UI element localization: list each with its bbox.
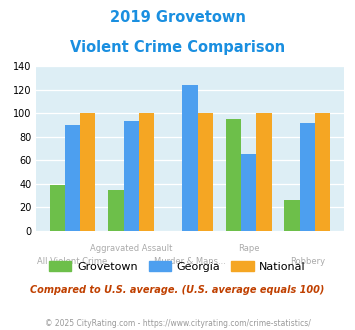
- Bar: [139, 113, 154, 231]
- Text: Robbery: Robbery: [290, 257, 325, 266]
- Bar: [50, 185, 65, 231]
- Text: © 2025 CityRating.com - https://www.cityrating.com/crime-statistics/: © 2025 CityRating.com - https://www.city…: [45, 319, 310, 328]
- Bar: [182, 85, 198, 231]
- Text: 2019 Grovetown: 2019 Grovetown: [110, 10, 245, 25]
- Bar: [315, 113, 330, 231]
- Bar: [80, 113, 95, 231]
- Text: Murder & Mans...: Murder & Mans...: [154, 257, 226, 266]
- Bar: [65, 125, 80, 231]
- Text: Violent Crime Comparison: Violent Crime Comparison: [70, 40, 285, 54]
- Bar: [300, 122, 315, 231]
- Bar: [256, 113, 272, 231]
- Bar: [226, 119, 241, 231]
- Bar: [108, 190, 124, 231]
- Bar: [124, 121, 139, 231]
- Bar: [241, 154, 256, 231]
- Text: Aggravated Assault: Aggravated Assault: [90, 244, 173, 253]
- Text: Rape: Rape: [238, 244, 260, 253]
- Text: All Violent Crime: All Violent Crime: [37, 257, 108, 266]
- Bar: [284, 200, 300, 231]
- Legend: Grovetown, Georgia, National: Grovetown, Georgia, National: [45, 256, 310, 276]
- Text: Compared to U.S. average. (U.S. average equals 100): Compared to U.S. average. (U.S. average …: [30, 285, 325, 295]
- Bar: [198, 113, 213, 231]
